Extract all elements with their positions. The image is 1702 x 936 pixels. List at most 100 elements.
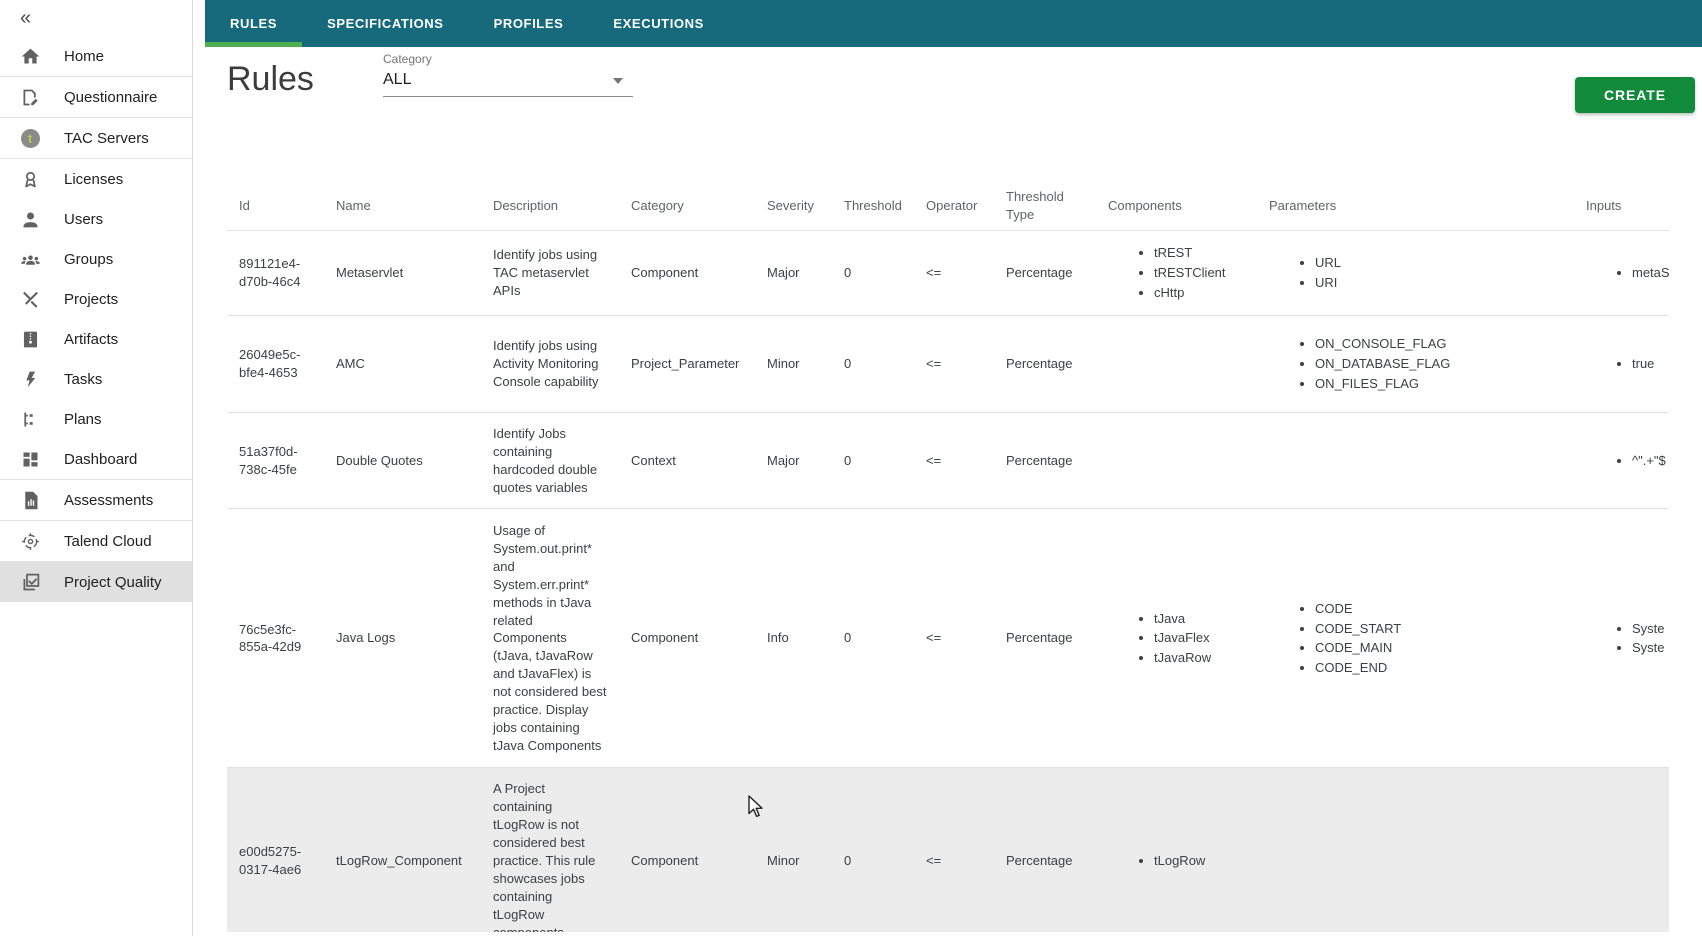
cell-severity: Minor xyxy=(755,314,832,413)
cell-inputs: metaS xyxy=(1574,229,1669,316)
category-select-label: Category xyxy=(383,52,432,66)
sidebar-item-label: Licenses xyxy=(64,170,124,188)
column-header-name: Name xyxy=(336,197,371,213)
components-list-item: tLogRow xyxy=(1154,851,1245,871)
cell-components: tLogRow xyxy=(1096,767,1257,932)
inputs-list-item: metaS xyxy=(1632,263,1669,283)
parameters-list-item: ON_FILES_FLAG xyxy=(1315,374,1562,394)
table-row[interactable]: 51a37f0d-738c-45fe Double Quotes Identify … xyxy=(227,411,1669,509)
sidebar-item-assessments[interactable]: Assessments xyxy=(0,480,192,520)
page-title: Rules xyxy=(227,60,314,98)
sidebar: « Home Questionnaire t TAC Servers Licenses U… xyxy=(0,0,193,936)
cell-parameters: ON_CONSOLE_FLAGON_DATABASE_FLAGON_FILES_… xyxy=(1257,314,1574,413)
cell-id: e00d5275-0317-4ae6 xyxy=(227,767,324,932)
tab-executions[interactable]: EXECUTIONS xyxy=(588,0,729,47)
parameters-list-item: ON_DATABASE_FLAG xyxy=(1315,354,1562,374)
tac-servers-icon: t xyxy=(18,126,42,150)
cell-severity: Minor xyxy=(755,767,832,932)
create-button[interactable]: CREATE xyxy=(1575,77,1695,113)
components-list-item: cHttp xyxy=(1154,283,1245,303)
sidebar-item-talend-cloud[interactable]: Talend Cloud xyxy=(0,521,192,561)
sidebar-item-label: Users xyxy=(64,210,104,228)
components-list: tJavatJavaFlextJavaRow xyxy=(1108,609,1245,669)
tab-profiles[interactable]: PROFILES xyxy=(469,0,589,47)
cell-category: Context xyxy=(619,411,755,509)
cell-description: Identify Jobs containing hardcoded doubl… xyxy=(481,411,619,509)
cell-inputs: ^".+"$ xyxy=(1574,411,1669,509)
cell-id: 51a37f0d-738c-45fe xyxy=(227,411,324,509)
sidebar-item-label: Projects xyxy=(64,290,119,308)
category-select[interactable]: Category ALL xyxy=(383,52,633,97)
components-list: tRESTtRESTClientcHttp xyxy=(1108,243,1245,303)
parameters-list-item: URL xyxy=(1315,253,1562,273)
cell-id: 76c5e3fc-855a-42d9 xyxy=(227,508,324,768)
sidebar-item-licenses[interactable]: Licenses xyxy=(0,159,192,199)
active-tab-underline xyxy=(588,42,729,47)
sidebar-item-plans[interactable]: Plans xyxy=(0,399,192,439)
tab-rules[interactable]: RULES xyxy=(205,0,303,47)
sidebar-item-label: Project Quality xyxy=(64,573,162,591)
sidebar-item-questionnaire[interactable]: Questionnaire xyxy=(0,77,192,117)
sidebar-item-tac-servers[interactable]: t TAC Servers xyxy=(0,118,192,158)
table-row[interactable]: 891121e4-d70b-46c4 Metaservlet Identify jo… xyxy=(227,229,1669,316)
components-list-item: tREST xyxy=(1154,243,1245,263)
sidebar-item-label: TAC Servers xyxy=(64,129,149,147)
cell-description: Identify jobs using Activity Monitoring … xyxy=(481,314,619,413)
cell-components xyxy=(1096,314,1257,413)
cell-description: A Project containing tLogRow is not cons… xyxy=(481,767,619,932)
components-list-item: tJavaFlex xyxy=(1154,628,1245,648)
cell-category: Component xyxy=(619,767,755,932)
sidebar-item-label: Dashboard xyxy=(64,450,138,468)
main-content: RULES SPECIFICATIONS PROFILES EXECUTIONS Ru… xyxy=(193,0,1702,936)
parameters-list: ON_CONSOLE_FLAGON_DATABASE_FLAGON_FILES_… xyxy=(1269,334,1562,394)
cell-inputs: SysteSyste xyxy=(1574,508,1669,768)
cell-operator: <= xyxy=(914,314,994,413)
cell-operator: <= xyxy=(914,767,994,932)
inputs-list: ^".+"$ xyxy=(1586,451,1669,471)
tab-label: RULES xyxy=(230,16,278,31)
rules-table: Id Name Description Category Severity Thresho… xyxy=(227,182,1669,932)
sidebar-item-tasks[interactable]: Tasks xyxy=(0,359,192,399)
inputs-list: metaS xyxy=(1586,263,1669,283)
table-row[interactable]: e00d5275-0317-4ae6 tLogRow_Component A Pro… xyxy=(227,767,1669,932)
table-row[interactable]: 76c5e3fc-855a-42d9 Java Logs Usage of Syst… xyxy=(227,508,1669,768)
cell-name: AMC xyxy=(324,314,481,413)
components-list-item: tJava xyxy=(1154,609,1245,629)
sidebar-item-artifacts[interactable]: Artifacts xyxy=(0,319,192,359)
cell-threshold_type: Percentage xyxy=(994,314,1096,413)
sidebar-item-dashboard[interactable]: Dashboard xyxy=(0,439,192,479)
parameters-list-item: ON_CONSOLE_FLAG xyxy=(1315,334,1562,354)
column-header-description: Description xyxy=(493,197,559,213)
licenses-icon xyxy=(18,167,42,191)
cell-description: Identify jobs using TAC metaservlet APIs xyxy=(481,229,619,316)
sidebar-item-label: Questionnaire xyxy=(64,88,158,106)
active-tab-underline xyxy=(205,42,303,47)
chevron-down-icon xyxy=(613,78,623,84)
column-header-severity: Severity xyxy=(767,197,814,213)
tab-specifications[interactable]: SPECIFICATIONS xyxy=(302,0,469,47)
cell-components: tRESTtRESTClientcHttp xyxy=(1096,229,1257,316)
questionnaire-icon xyxy=(18,85,42,109)
sidebar-item-groups[interactable]: Groups xyxy=(0,239,192,279)
table-row[interactable]: 26049e5c-bfe4-4653 AMC Identify jobs using… xyxy=(227,314,1669,413)
cell-threshold_type: Percentage xyxy=(994,229,1096,316)
cell-severity: Major xyxy=(755,229,832,316)
cell-parameters xyxy=(1257,411,1574,509)
project-quality-icon xyxy=(18,570,42,594)
cell-name: tLogRow_Component xyxy=(324,767,481,932)
sidebar-item-project-quality[interactable]: Project Quality xyxy=(0,562,192,602)
cell-description: Usage of System.out.print* and System.er… xyxy=(481,508,619,768)
collapse-sidebar-button[interactable]: « xyxy=(0,0,192,36)
parameters-list-item: CODE_MAIN xyxy=(1315,638,1562,658)
sidebar-item-users[interactable]: Users xyxy=(0,199,192,239)
cell-category: Component xyxy=(619,508,755,768)
cell-threshold: 0 xyxy=(832,411,914,509)
sidebar-item-label: Talend Cloud xyxy=(64,532,152,550)
tab-label: SPECIFICATIONS xyxy=(327,16,444,31)
talend-cloud-icon xyxy=(18,529,42,553)
sidebar-item-home[interactable]: Home xyxy=(0,36,192,76)
column-header-id: Id xyxy=(239,197,250,213)
column-header-category: Category xyxy=(631,197,684,213)
column-header-threshold_type: Threshold Type xyxy=(1006,189,1064,222)
sidebar-item-projects[interactable]: Projects xyxy=(0,279,192,319)
